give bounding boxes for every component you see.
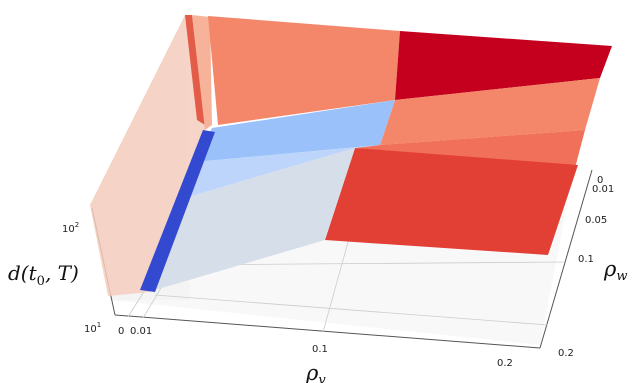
y-tick-label: 0.2	[558, 348, 574, 359]
z-tick-label-10: 101	[84, 321, 101, 335]
x-tick-label: 0.2	[497, 358, 513, 369]
y-tick-label: 0	[597, 175, 603, 186]
x-ticks: 0 0.01 0.1 0.2	[118, 326, 513, 369]
surface-facet-right-salmon	[380, 78, 600, 145]
z-axis-label: d(t0, T)	[8, 261, 79, 289]
surface-facet-bottom-red	[325, 148, 578, 255]
surface	[90, 15, 612, 296]
y-tick-label: 0.1	[578, 254, 594, 265]
surface-facet-left-edge	[185, 15, 205, 125]
x-tick-label: 0.1	[312, 344, 328, 355]
grid-line	[322, 234, 351, 333]
y-axis-line	[539, 169, 593, 349]
x-tick-label: 0.01	[130, 326, 152, 337]
surface-facet-top-dark-red	[395, 31, 612, 100]
surface-facet-dark-blue-edge	[140, 130, 215, 292]
y-tick-label: 0.05	[585, 215, 607, 226]
y-tick-label: 0.01	[592, 184, 614, 195]
surface-facet-left-wall	[90, 15, 205, 296]
surface-facet-top-salmon	[208, 16, 400, 125]
x-tick-label: 0	[118, 326, 124, 337]
surface-facet-light-blue	[195, 100, 395, 162]
z-tick-label-100: 102	[62, 221, 79, 235]
surface-facet-right-salmon-lower	[355, 130, 585, 168]
x-axis-label: ρv	[305, 361, 326, 383]
surface-facet-pale-blue	[178, 145, 380, 200]
surface-facet-left-stripe	[192, 15, 212, 130]
x-axis-line	[114, 314, 541, 349]
surface-facet-grey-blue	[155, 148, 355, 290]
y-axis-label: ρw	[603, 257, 628, 284]
y-ticks: 0 0.01 0.05 0.1 0.2	[558, 175, 614, 359]
grid-line	[154, 294, 549, 326]
